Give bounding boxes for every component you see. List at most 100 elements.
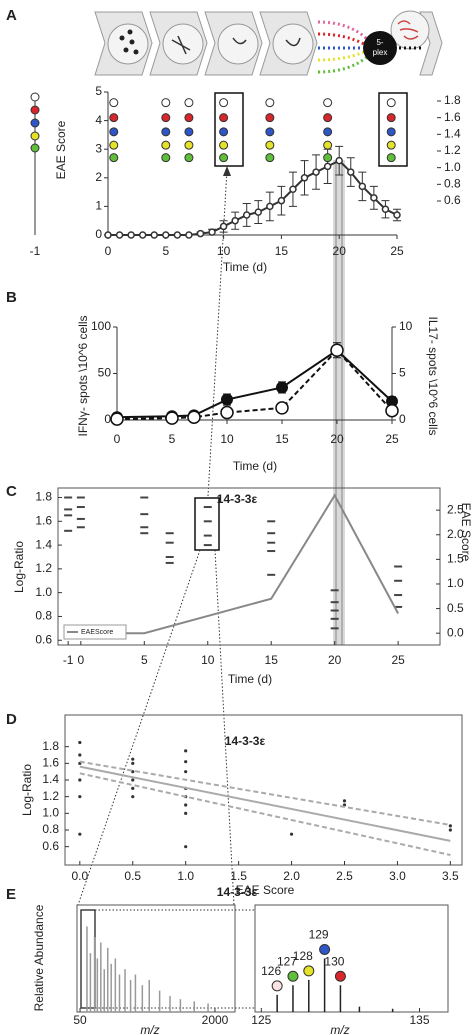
point — [386, 127, 396, 137]
peak-marker — [287, 970, 299, 982]
dot — [133, 49, 139, 55]
point — [78, 753, 82, 757]
y-tick-label: 1.2 — [42, 789, 59, 803]
y-tick-label: 1.6 — [35, 513, 52, 527]
point — [254, 208, 263, 216]
point — [386, 395, 398, 408]
point — [220, 405, 234, 420]
dot — [127, 29, 133, 35]
x-tick-label: 15 — [275, 244, 289, 258]
plex-line — [317, 20, 370, 42]
series-line — [79, 772, 451, 856]
plex-lines — [317, 20, 422, 74]
x-tick-label: 5 — [169, 432, 176, 446]
y-tick-label: 1.0 — [35, 585, 52, 599]
schematic-cell — [107, 23, 149, 65]
point — [275, 401, 289, 415]
x-tick-label: 25 — [390, 244, 404, 258]
point — [109, 140, 119, 150]
dot — [123, 47, 129, 53]
point — [385, 403, 399, 418]
y-tick-label: 0.6 — [35, 632, 52, 646]
x-tick-label: 2.5 — [336, 869, 353, 883]
panel-label: A — [6, 7, 17, 24]
y-axis-label: Log-Ratio — [20, 764, 34, 816]
point — [219, 127, 229, 137]
x-tick-label: 25 — [391, 653, 405, 667]
arrowhead — [223, 166, 231, 176]
y-tick-label: 100 — [91, 319, 111, 333]
y-tick-label: 1.0 — [42, 806, 59, 820]
x-axis-label: m/z — [140, 1023, 159, 1035]
point — [184, 140, 194, 150]
series-line — [68, 493, 400, 635]
point — [187, 410, 201, 424]
point — [289, 185, 297, 193]
y2-tick-label: 0.6 — [444, 193, 461, 207]
point — [165, 411, 179, 425]
series-line — [79, 765, 451, 842]
y-tick-label: 5 — [95, 84, 102, 98]
point — [265, 140, 275, 150]
plex-label: 5- — [376, 38, 383, 47]
series-line — [116, 348, 393, 419]
point — [381, 205, 390, 214]
marker — [30, 118, 40, 128]
x-tick-label: 3.5 — [442, 869, 459, 883]
point — [370, 194, 378, 202]
panel-label: C — [6, 483, 17, 500]
y2-tick-label: 0 — [399, 412, 406, 426]
point — [78, 778, 82, 782]
dot — [129, 39, 135, 45]
panel-label: B — [6, 289, 17, 306]
y2-tick-label: 5 — [399, 366, 406, 380]
point — [110, 412, 124, 426]
y-tick-label: 1.8 — [42, 739, 59, 753]
highlight-box — [378, 92, 408, 167]
x-axis-label: Time (d) — [233, 459, 277, 473]
point — [161, 153, 171, 163]
point — [109, 113, 119, 123]
point — [150, 231, 158, 239]
point — [78, 740, 82, 745]
x-tick-label: 2.0 — [283, 869, 300, 883]
plex-line — [317, 32, 365, 46]
y-axis-label: EAE Score — [54, 120, 68, 179]
y2-tick-label: 0.0 — [447, 625, 464, 639]
point — [131, 786, 135, 790]
schematic-fragments — [171, 35, 301, 55]
plex-circle — [363, 31, 397, 65]
marker — [30, 131, 40, 141]
point — [78, 795, 82, 799]
chart-title: 14-3-3ε — [225, 734, 266, 748]
point — [448, 824, 452, 828]
point — [184, 803, 188, 807]
x-axis-label: Time (d) — [223, 260, 267, 274]
peak-label: 128 — [293, 949, 313, 963]
x-tick-label: 0.5 — [124, 869, 141, 883]
y2-tick-label: 1.8 — [444, 93, 461, 107]
highlight-box — [194, 497, 220, 551]
y2-tick-label: 1.0 — [444, 160, 461, 174]
series-line — [79, 760, 451, 826]
point — [323, 98, 333, 108]
y-tick-label: 1.6 — [42, 756, 59, 770]
point — [161, 127, 171, 137]
highlight-band — [333, 160, 345, 645]
point — [131, 761, 135, 765]
point — [393, 211, 401, 219]
point — [185, 231, 193, 239]
x-tick-label: 135 — [410, 1013, 430, 1027]
point — [386, 113, 396, 123]
point — [219, 222, 228, 231]
highlight-box — [80, 909, 96, 1009]
x-tick-label: 10 — [220, 432, 234, 446]
peak-label: 130 — [324, 954, 344, 968]
marker — [30, 92, 40, 102]
x-axis-label: m/z — [330, 1023, 349, 1035]
plex-line — [317, 50, 365, 62]
y-tick-label: 0 — [95, 227, 102, 241]
panel-label: D — [6, 711, 17, 728]
point — [184, 113, 194, 123]
